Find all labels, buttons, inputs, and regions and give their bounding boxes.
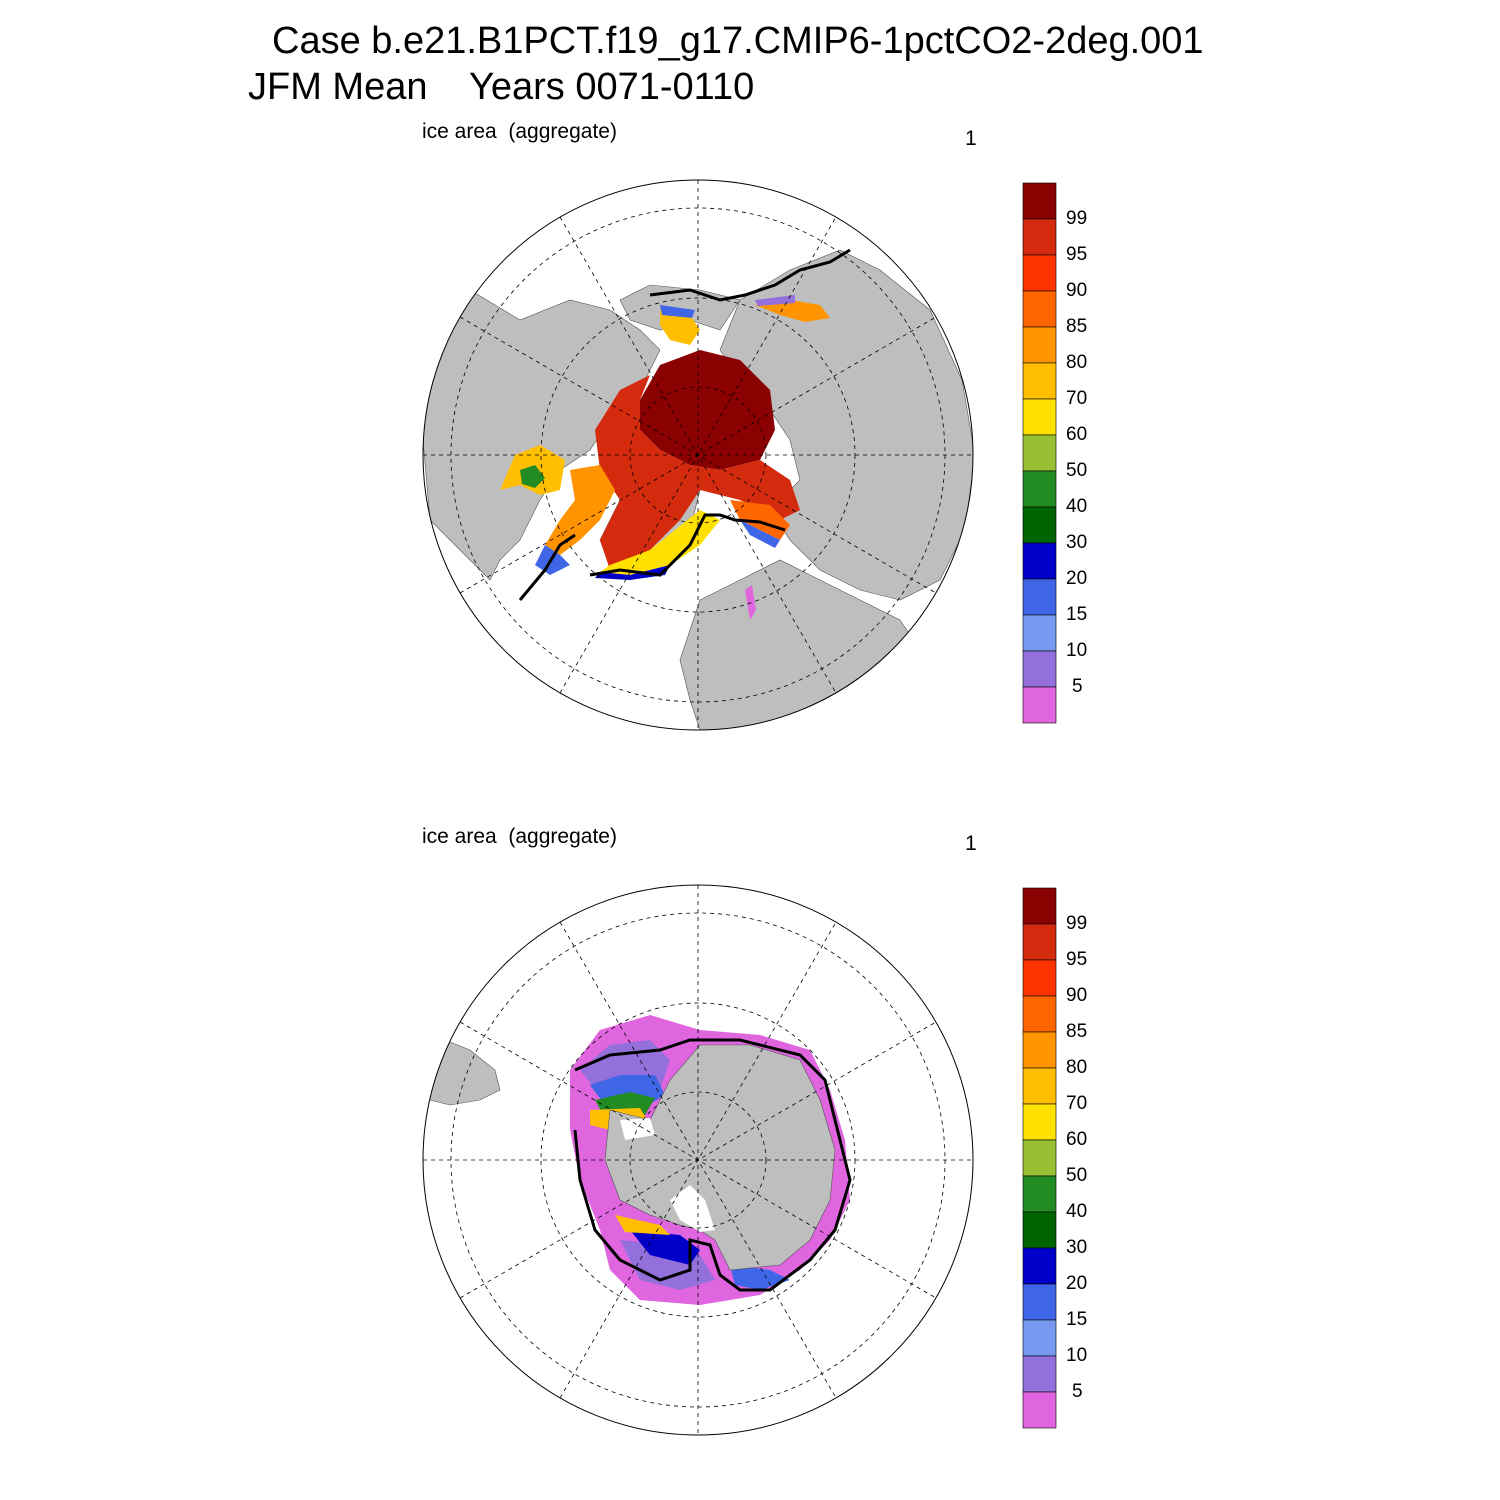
north-ice-extent-contour [518, 248, 851, 601]
colorbar-north-box-5 [1022, 362, 1057, 400]
colorbar-north-label-6: 60 [1066, 424, 1088, 445]
colorbar-south-box-9 [1022, 1211, 1057, 1249]
north-ice-chukchi [660, 310, 700, 345]
colorbar-north-box-4 [1022, 326, 1057, 364]
colorbar-north-box-12 [1022, 614, 1057, 652]
colorbar-south-box-10 [1022, 1247, 1057, 1285]
colorbar-south-box-1 [1022, 923, 1057, 961]
colorbar-north-box-7 [1022, 434, 1057, 472]
colorbar-north-box-8 [1022, 470, 1057, 508]
colorbar-south-box-11 [1022, 1283, 1057, 1321]
colorbar-south-box-4 [1022, 1031, 1057, 1069]
colorbar-north-box-6 [1022, 398, 1057, 436]
colorbar-north-box-1 [1022, 218, 1057, 256]
colorbar-north-label-12: 10 [1066, 640, 1088, 661]
colorbar-south-box-14 [1022, 1391, 1057, 1429]
colorbar-south-box-8 [1022, 1175, 1057, 1213]
colorbar-north-label-7: 50 [1066, 460, 1088, 481]
north-ice-chukchi-blue [660, 305, 695, 318]
south-land-antarctica [604, 1044, 836, 1271]
colorbar-south-box-2 [1022, 959, 1057, 997]
colorbar-north-label-4: 80 [1066, 352, 1088, 373]
north-map-border [422, 179, 974, 731]
colorbar-south-label-8: 40 [1066, 1201, 1088, 1222]
colorbar-north-label-10: 20 [1066, 568, 1088, 589]
colorbar-north-box-13 [1022, 650, 1057, 688]
south-ice-ross-blue [630, 1230, 700, 1265]
colorbar-north-box-14 [1022, 686, 1057, 724]
colorbar-south-label-11: 15 [1066, 1309, 1088, 1330]
colorbar-south-box-6 [1022, 1103, 1057, 1141]
colorbar-north-box-0 [1022, 182, 1057, 220]
north-ice-kara [730, 500, 790, 540]
colorbar-south-box-13 [1022, 1355, 1057, 1393]
panel-south-number: 1 [965, 832, 977, 855]
colorbar-north-box-11 [1022, 578, 1057, 616]
colorbar-north-label-3: 85 [1066, 316, 1088, 337]
panel-south-label: ice area (aggregate) [422, 825, 617, 848]
colorbar-south-label-2: 90 [1066, 985, 1088, 1006]
south-ice-ross-green [615, 1215, 670, 1235]
colorbar-north-label-2: 90 [1066, 280, 1088, 301]
colorbar-north-label-5: 70 [1066, 388, 1088, 409]
south-polar-map [423, 885, 973, 1435]
colorbar-south-label-9: 30 [1066, 1237, 1088, 1258]
south-ice-shelf-ross [670, 1185, 715, 1232]
colorbar-south-label-12: 10 [1066, 1345, 1088, 1366]
south-ice-shelf-ronne [620, 1118, 655, 1140]
colorbar-north-box-3 [1022, 290, 1057, 328]
north-ice-kara-blue [740, 520, 780, 548]
colorbar-south-label-10: 20 [1066, 1273, 1088, 1294]
colorbar-north-label-0: 99 [1066, 208, 1088, 229]
colorbar-south-label-5: 70 [1066, 1093, 1088, 1114]
north-ice-okhotsk [755, 300, 830, 322]
south-ice-extent-contour [573, 1038, 852, 1292]
colorbar-south-label-0: 99 [1066, 913, 1088, 934]
colorbar-south [1022, 887, 1057, 1429]
main-title-line1: Case b.e21.B1PCT.f19_g17.CMIP6-1pctCO2-2… [272, 20, 1204, 62]
colorbar-south-box-12 [1022, 1319, 1057, 1357]
colorbar-south-label-3: 85 [1066, 1021, 1088, 1042]
colorbar-south-label-13: 5 [1072, 1381, 1083, 1402]
colorbar-north [1022, 182, 1057, 724]
colorbar-north-label-13: 5 [1072, 676, 1083, 697]
colorbar-north-label-11: 15 [1066, 604, 1088, 625]
colorbar-south-box-0 [1022, 887, 1057, 925]
colorbar-south-label-6: 60 [1066, 1129, 1088, 1150]
colorbar-north-box-2 [1022, 254, 1057, 292]
north-ice-labrador [545, 465, 615, 555]
north-polar-map [423, 180, 973, 730]
colorbar-south-box-3 [1022, 995, 1057, 1033]
colorbar-south-box-7 [1022, 1139, 1057, 1177]
north-ice-okhotsk-blue [755, 295, 795, 306]
panel-north-number: 1 [965, 127, 977, 150]
north-ice-barents-edge [600, 510, 720, 575]
main-title-line2: JFM Mean Years 0071-0110 [248, 66, 755, 108]
colorbar-north-label-1: 95 [1066, 244, 1088, 265]
south-map-border [422, 884, 974, 1436]
colorbar-north-label-9: 30 [1066, 532, 1088, 553]
south-ice-amundsen [730, 1265, 790, 1290]
colorbar-north-box-9 [1022, 506, 1057, 544]
north-ice-hudson-core [520, 465, 545, 488]
colorbar-south-label-1: 95 [1066, 949, 1088, 970]
north-ice-barents-blue [595, 565, 670, 580]
panel-north-label: ice area (aggregate) [422, 120, 617, 143]
colorbar-north-label-8: 40 [1066, 496, 1088, 517]
colorbar-north-box-10 [1022, 542, 1057, 580]
north-ice-arctic-edge [595, 375, 800, 570]
colorbar-south-label-7: 50 [1066, 1165, 1088, 1186]
colorbar-south-box-5 [1022, 1067, 1057, 1105]
colorbar-south-label-4: 80 [1066, 1057, 1088, 1078]
north-ice-baltic [745, 585, 756, 620]
